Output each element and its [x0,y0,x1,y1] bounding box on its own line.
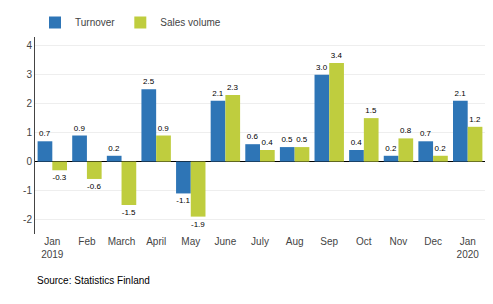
svg-text:4: 4 [26,40,32,51]
svg-text:0.9: 0.9 [74,124,86,133]
svg-text:June: June [215,236,237,247]
svg-text:1.5: 1.5 [365,106,377,115]
svg-text:Sales volume: Sales volume [160,17,220,28]
svg-text:July: July [251,236,269,247]
svg-text:0.7: 0.7 [39,129,51,138]
svg-text:May: May [181,236,200,247]
svg-text:Jan2020: Jan2020 [457,236,480,260]
svg-text:Oct: Oct [356,236,372,247]
svg-text:Turnover: Turnover [75,17,115,28]
svg-text:-0.6: -0.6 [87,182,101,191]
svg-text:April: April [146,236,166,247]
svg-text:0.5: 0.5 [281,135,293,144]
svg-text:2.5: 2.5 [143,77,155,86]
svg-text:2.3: 2.3 [227,83,239,92]
svg-text:0.2: 0.2 [435,144,447,153]
svg-text:2.1: 2.1 [454,89,466,98]
svg-text:0.9: 0.9 [158,124,170,133]
svg-text:3: 3 [26,69,32,80]
svg-text:-1.1: -1.1 [176,196,190,205]
svg-text:-0.3: -0.3 [52,173,66,182]
svg-text:Nov: Nov [390,236,408,247]
svg-text:2.1: 2.1 [212,89,224,98]
svg-text:Jan2019: Jan2019 [41,236,64,260]
svg-text:0.4: 0.4 [262,138,274,147]
svg-text:0: 0 [26,156,32,167]
svg-text:3.4: 3.4 [331,51,343,60]
svg-text:-2: -2 [23,214,32,225]
svg-text:2: 2 [26,98,32,109]
svg-text:0.4: 0.4 [351,138,363,147]
svg-text:Aug: Aug [286,236,304,247]
svg-text:Sep: Sep [320,236,338,247]
svg-text:3.0: 3.0 [316,63,328,72]
svg-text:0.2: 0.2 [385,144,397,153]
svg-text:Feb: Feb [78,236,96,247]
svg-text:0.5: 0.5 [296,135,308,144]
svg-text:1.2: 1.2 [469,115,481,124]
svg-text:0.8: 0.8 [400,126,412,135]
svg-text:0.6: 0.6 [247,132,259,141]
svg-text:Source: Statistics Finland: Source: Statistics Finland [37,275,150,286]
svg-text:0.2: 0.2 [108,144,120,153]
svg-text:Dec: Dec [424,236,442,247]
svg-text:-1.5: -1.5 [122,208,136,217]
svg-text:-1: -1 [23,185,32,196]
svg-text:0.7: 0.7 [420,129,432,138]
svg-text:March: March [108,236,136,247]
svg-text:-1.9: -1.9 [191,220,205,229]
svg-text:1: 1 [26,127,32,138]
